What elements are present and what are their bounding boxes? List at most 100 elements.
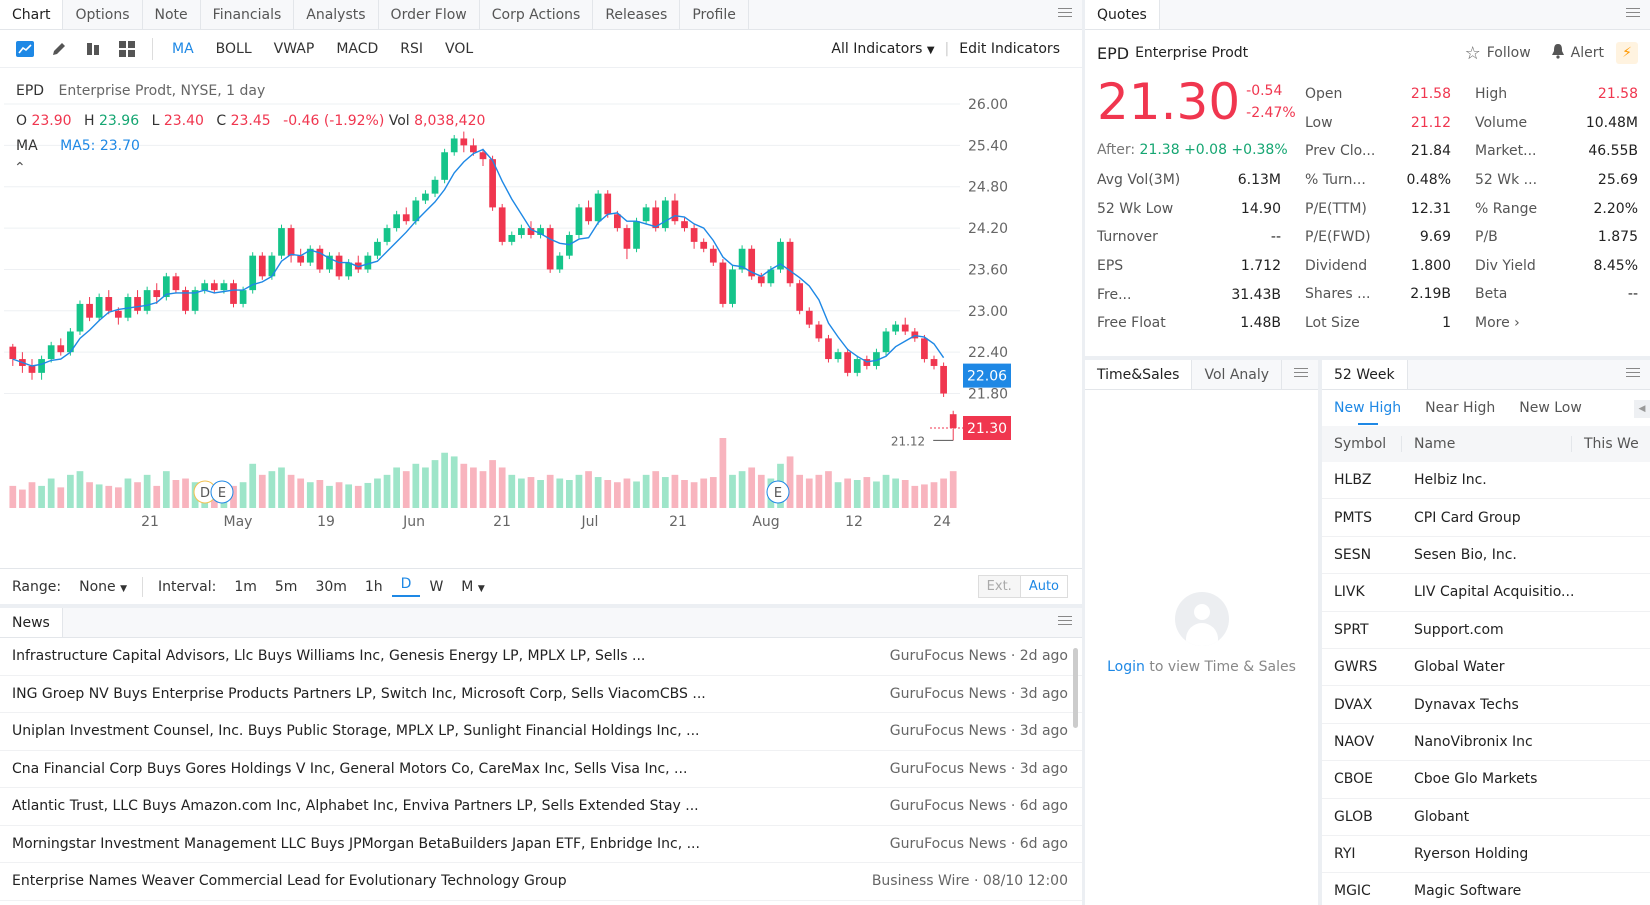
auto-button[interactable]: Auto: [1019, 576, 1067, 597]
news-source: Business Wire · 08/10 12:00: [871, 873, 1068, 890]
tab-vol-analysis[interactable]: Vol Analy: [1192, 360, 1283, 389]
news-item[interactable]: Uniplan Investment Counsel, Inc. Buys Pu…: [0, 713, 1082, 751]
news-item[interactable]: Cna Financial Corp Buys Gores Holdings V…: [0, 751, 1082, 788]
table-row[interactable]: PMTS CPI Card Group: [1322, 499, 1650, 537]
row-symbol: DVAX: [1334, 696, 1373, 713]
table-row[interactable]: RYI Ryerson Holding: [1322, 836, 1650, 874]
volume-bar: [172, 480, 180, 508]
star-icon[interactable]: ☆: [1464, 42, 1481, 64]
tab-quotes[interactable]: Quotes: [1085, 0, 1160, 29]
tab-note[interactable]: Note: [143, 0, 201, 29]
range-select[interactable]: None ▼: [70, 579, 136, 595]
legend-collapse-icon[interactable]: ⌃: [14, 160, 26, 176]
table-row[interactable]: SESN Sesen Bio, Inc.: [1322, 537, 1650, 575]
interval-30m[interactable]: 30m: [315, 578, 347, 595]
news-item[interactable]: Atlantic Trust, LLC Buys Amazon.com Inc,…: [0, 788, 1082, 826]
tab-news[interactable]: News: [0, 608, 63, 637]
pencil-icon[interactable]: [42, 32, 76, 66]
table-row[interactable]: SPRT Support.com: [1322, 612, 1650, 649]
subtab-new-low[interactable]: New Low: [1519, 400, 1582, 416]
news-scrollbar[interactable]: [1073, 648, 1078, 728]
tab-releases[interactable]: Releases: [593, 0, 681, 29]
bell-icon[interactable]: [1551, 43, 1565, 63]
interval-1m[interactable]: 1m: [234, 578, 257, 595]
all-indicators-dropdown[interactable]: All Indicators ▼: [821, 41, 944, 57]
volume-bar: [28, 482, 36, 508]
alert-button[interactable]: Alert: [1570, 45, 1604, 61]
subtab-near-high[interactable]: Near High: [1425, 400, 1496, 416]
news-item[interactable]: Enterprise Names Weaver Commercial Lead …: [0, 863, 1082, 901]
tab-order-flow[interactable]: Order Flow: [379, 0, 480, 29]
indicator-macd[interactable]: MACD: [336, 40, 379, 57]
stat-value: 21.58: [1597, 86, 1638, 103]
chart-tabbar: Chart Options Note Financials Analysts O…: [0, 0, 1082, 30]
more-link[interactable]: More ›: [1475, 315, 1520, 332]
table-row[interactable]: GWRS Global Water: [1322, 649, 1650, 687]
indicator-rsi[interactable]: RSI: [400, 40, 424, 57]
login-text: to view Time & Sales: [1144, 659, 1296, 675]
table-row[interactable]: LIVK LIV Capital Acquisitio...: [1322, 574, 1650, 612]
candle-body: [729, 269, 736, 304]
interval-w[interactable]: W: [429, 578, 444, 595]
tab-corp-actions[interactable]: Corp Actions: [480, 0, 594, 29]
candle-body: [47, 345, 55, 360]
wk-menu-icon[interactable]: [1626, 368, 1640, 380]
ext-button[interactable]: Ext.: [978, 576, 1020, 597]
candle-body: [258, 255, 266, 277]
volume-bar: [47, 478, 55, 508]
table-row[interactable]: MGIC Magic Software: [1322, 873, 1650, 905]
interval-m[interactable]: M ▼: [452, 579, 493, 595]
col-name[interactable]: Name: [1402, 436, 1572, 452]
indicator-vwap[interactable]: VWAP: [273, 40, 315, 57]
volume-bar: [911, 485, 919, 508]
candle-body: [383, 228, 391, 242]
ts-menu-icon[interactable]: [1294, 368, 1308, 380]
chart-legend-ohlc: O 23.90 H 23.96 L 23.40 C 23.45 -0.46 (-…: [16, 113, 485, 129]
interval-1h[interactable]: 1h: [364, 578, 383, 595]
scroll-left-icon[interactable]: ◀: [1634, 400, 1650, 418]
volume-bar: [335, 482, 343, 508]
price-chart[interactable]: 26.00 25.40 24.80 24.20 23.60 23.00 22.40 21.80…: [0, 68, 1082, 568]
news-menu-icon[interactable]: [1058, 616, 1072, 628]
caret-down-icon: ▼: [477, 583, 485, 594]
candle-body: [114, 310, 122, 318]
layout-grid-icon[interactable]: [110, 32, 144, 66]
subtab-underline: [1358, 423, 1378, 425]
col-this-week[interactable]: This We: [1584, 436, 1639, 452]
news-item[interactable]: Morningstar Investment Management LLC Bu…: [0, 826, 1082, 863]
subtab-new-high[interactable]: New High: [1322, 400, 1413, 425]
table-row[interactable]: DVAX Dynavax Techs: [1322, 686, 1650, 724]
table-row[interactable]: GLOB Globant: [1322, 799, 1650, 836]
stat-label: % Turn...: [1305, 172, 1366, 189]
row-symbol: SESN: [1334, 546, 1372, 563]
chart-menu-icon[interactable]: [1058, 8, 1072, 20]
col-symbol[interactable]: Symbol: [1322, 436, 1402, 452]
x-tick-label: May: [224, 514, 253, 530]
indicator-ma[interactable]: MA: [172, 40, 194, 57]
tab-52-week[interactable]: 52 Week: [1322, 360, 1408, 389]
volume-bar: [604, 480, 612, 508]
interval-5m[interactable]: 5m: [274, 578, 298, 595]
news-item[interactable]: ING Groep NV Buys Enterprise Products Pa…: [0, 676, 1082, 713]
tab-analysts[interactable]: Analysts: [294, 0, 379, 29]
follow-button[interactable]: Follow: [1486, 45, 1531, 61]
login-link[interactable]: Login: [1107, 659, 1145, 675]
table-row[interactable]: NAOV NanoVibronix Inc: [1322, 724, 1650, 762]
candle-type-icon[interactable]: [76, 32, 110, 66]
table-row[interactable]: HLBZ Helbiz Inc.: [1322, 462, 1650, 500]
candle-body: [575, 207, 583, 235]
table-row[interactable]: CBOE Cboe Glo Markets: [1322, 761, 1650, 799]
tab-options[interactable]: Options: [63, 0, 143, 29]
interval-d[interactable]: D: [391, 576, 421, 597]
quotes-menu-icon[interactable]: [1626, 8, 1640, 20]
tab-chart[interactable]: Chart: [0, 0, 64, 29]
tab-profile[interactable]: Profile: [680, 0, 749, 29]
news-item[interactable]: Infrastructure Capital Advisors, Llc Buy…: [0, 638, 1082, 676]
indicator-vol[interactable]: VOL: [445, 40, 474, 57]
line-chart-icon[interactable]: [8, 32, 42, 66]
edit-indicators-button[interactable]: Edit Indicators: [959, 41, 1060, 57]
tab-financials[interactable]: Financials: [201, 0, 295, 29]
tab-time-sales[interactable]: Time&Sales: [1085, 360, 1193, 389]
indicator-boll[interactable]: BOLL: [215, 40, 252, 57]
lightning-icon[interactable]: ⚡: [1616, 42, 1638, 64]
